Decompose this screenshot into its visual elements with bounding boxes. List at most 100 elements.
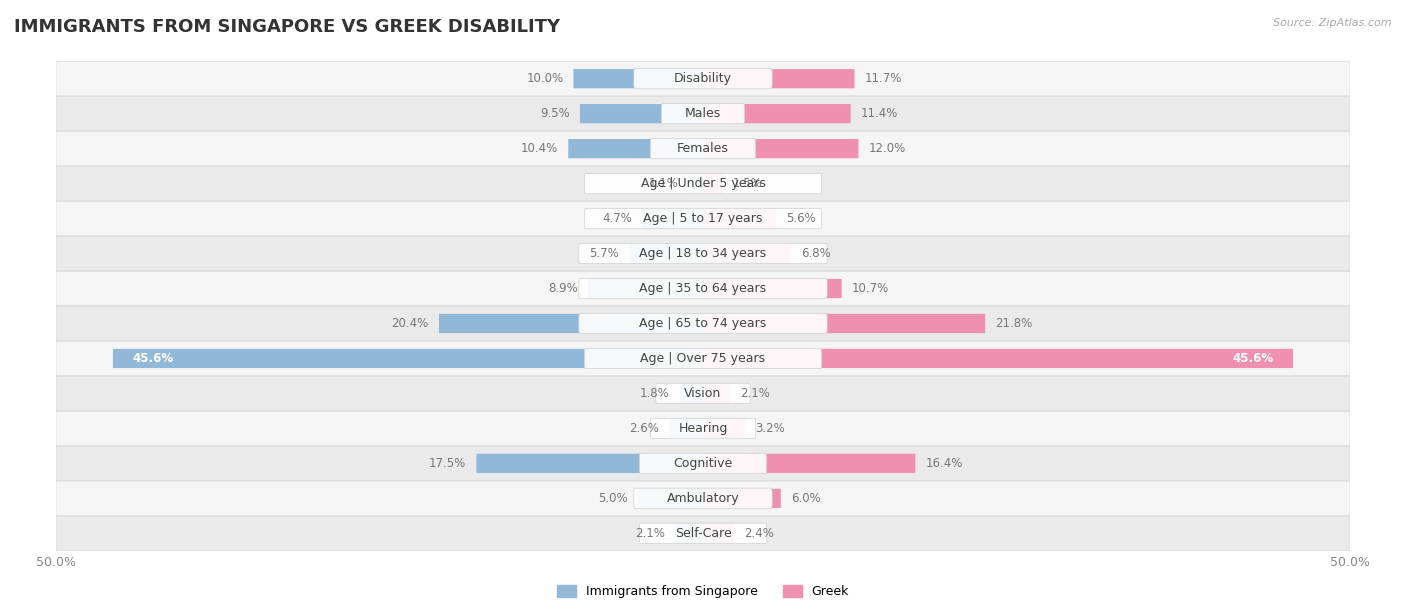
FancyBboxPatch shape [703,69,855,88]
Text: Age | 35 to 64 years: Age | 35 to 64 years [640,282,766,295]
FancyBboxPatch shape [56,376,1350,411]
Text: Females: Females [678,142,728,155]
Legend: Immigrants from Singapore, Greek: Immigrants from Singapore, Greek [553,580,853,603]
Text: 1.8%: 1.8% [640,387,669,400]
FancyBboxPatch shape [703,104,851,123]
FancyBboxPatch shape [651,138,755,159]
Text: Age | Over 75 years: Age | Over 75 years [641,352,765,365]
Text: 16.4%: 16.4% [925,457,963,470]
Text: 2.6%: 2.6% [628,422,659,435]
Text: 3.2%: 3.2% [755,422,785,435]
Text: 11.4%: 11.4% [860,107,898,120]
FancyBboxPatch shape [703,524,734,543]
FancyBboxPatch shape [112,349,703,368]
FancyBboxPatch shape [585,348,821,368]
Text: Age | Under 5 years: Age | Under 5 years [641,177,765,190]
Text: 45.6%: 45.6% [132,352,174,365]
FancyBboxPatch shape [655,383,751,403]
Text: Hearing: Hearing [678,422,728,435]
FancyBboxPatch shape [703,419,745,438]
Text: Source: ZipAtlas.com: Source: ZipAtlas.com [1274,18,1392,28]
FancyBboxPatch shape [56,62,1350,96]
Text: 5.7%: 5.7% [589,247,619,260]
Text: 4.7%: 4.7% [602,212,631,225]
FancyBboxPatch shape [56,236,1350,271]
Text: 8.9%: 8.9% [548,282,578,295]
Text: Cognitive: Cognitive [673,457,733,470]
FancyBboxPatch shape [56,516,1350,550]
Text: Vision: Vision [685,387,721,400]
Text: 17.5%: 17.5% [429,457,467,470]
FancyBboxPatch shape [703,384,730,403]
Text: Males: Males [685,107,721,120]
Text: 5.0%: 5.0% [599,492,628,505]
Text: 11.7%: 11.7% [865,72,903,85]
Text: 2.4%: 2.4% [744,527,775,540]
Text: 6.0%: 6.0% [792,492,821,505]
FancyBboxPatch shape [703,489,780,508]
FancyBboxPatch shape [703,349,1294,368]
Text: Age | 65 to 74 years: Age | 65 to 74 years [640,317,766,330]
FancyBboxPatch shape [669,419,703,438]
Text: 21.8%: 21.8% [995,317,1032,330]
Text: 12.0%: 12.0% [869,142,905,155]
FancyBboxPatch shape [628,244,703,263]
FancyBboxPatch shape [56,307,1350,341]
FancyBboxPatch shape [588,279,703,298]
Text: 10.7%: 10.7% [852,282,889,295]
Text: Age | 18 to 34 years: Age | 18 to 34 years [640,247,766,260]
FancyBboxPatch shape [439,314,703,333]
FancyBboxPatch shape [585,173,821,194]
FancyBboxPatch shape [661,103,745,124]
FancyBboxPatch shape [56,97,1350,131]
FancyBboxPatch shape [579,278,827,299]
Text: 20.4%: 20.4% [391,317,429,330]
FancyBboxPatch shape [574,69,703,88]
FancyBboxPatch shape [638,489,703,508]
Text: 5.6%: 5.6% [786,212,815,225]
FancyBboxPatch shape [56,271,1350,305]
FancyBboxPatch shape [477,453,703,473]
FancyBboxPatch shape [640,453,766,474]
Text: Self-Care: Self-Care [675,527,731,540]
FancyBboxPatch shape [56,341,1350,376]
FancyBboxPatch shape [634,69,772,89]
Text: Age | 5 to 17 years: Age | 5 to 17 years [644,212,762,225]
FancyBboxPatch shape [56,201,1350,236]
FancyBboxPatch shape [679,384,703,403]
FancyBboxPatch shape [651,418,755,439]
Text: 1.1%: 1.1% [648,177,679,190]
FancyBboxPatch shape [703,314,986,333]
FancyBboxPatch shape [703,174,723,193]
Text: 10.4%: 10.4% [520,142,558,155]
FancyBboxPatch shape [56,446,1350,480]
FancyBboxPatch shape [676,524,703,543]
Text: Disability: Disability [673,72,733,85]
Text: 10.0%: 10.0% [526,72,564,85]
FancyBboxPatch shape [579,313,827,334]
Text: 2.1%: 2.1% [636,527,665,540]
Text: Ambulatory: Ambulatory [666,492,740,505]
FancyBboxPatch shape [703,279,842,298]
Text: 9.5%: 9.5% [540,107,569,120]
Text: 1.5%: 1.5% [733,177,762,190]
FancyBboxPatch shape [703,139,859,159]
Text: IMMIGRANTS FROM SINGAPORE VS GREEK DISABILITY: IMMIGRANTS FROM SINGAPORE VS GREEK DISAB… [14,18,560,36]
FancyBboxPatch shape [689,174,703,193]
Text: 45.6%: 45.6% [1232,352,1274,365]
FancyBboxPatch shape [643,209,703,228]
FancyBboxPatch shape [56,411,1350,446]
FancyBboxPatch shape [703,244,792,263]
FancyBboxPatch shape [585,209,821,229]
Text: 6.8%: 6.8% [801,247,831,260]
Text: 2.1%: 2.1% [741,387,770,400]
FancyBboxPatch shape [568,139,703,159]
FancyBboxPatch shape [56,132,1350,166]
FancyBboxPatch shape [703,209,776,228]
FancyBboxPatch shape [579,244,827,264]
FancyBboxPatch shape [56,481,1350,515]
FancyBboxPatch shape [56,166,1350,201]
FancyBboxPatch shape [703,453,915,473]
FancyBboxPatch shape [579,104,703,123]
FancyBboxPatch shape [634,488,772,509]
